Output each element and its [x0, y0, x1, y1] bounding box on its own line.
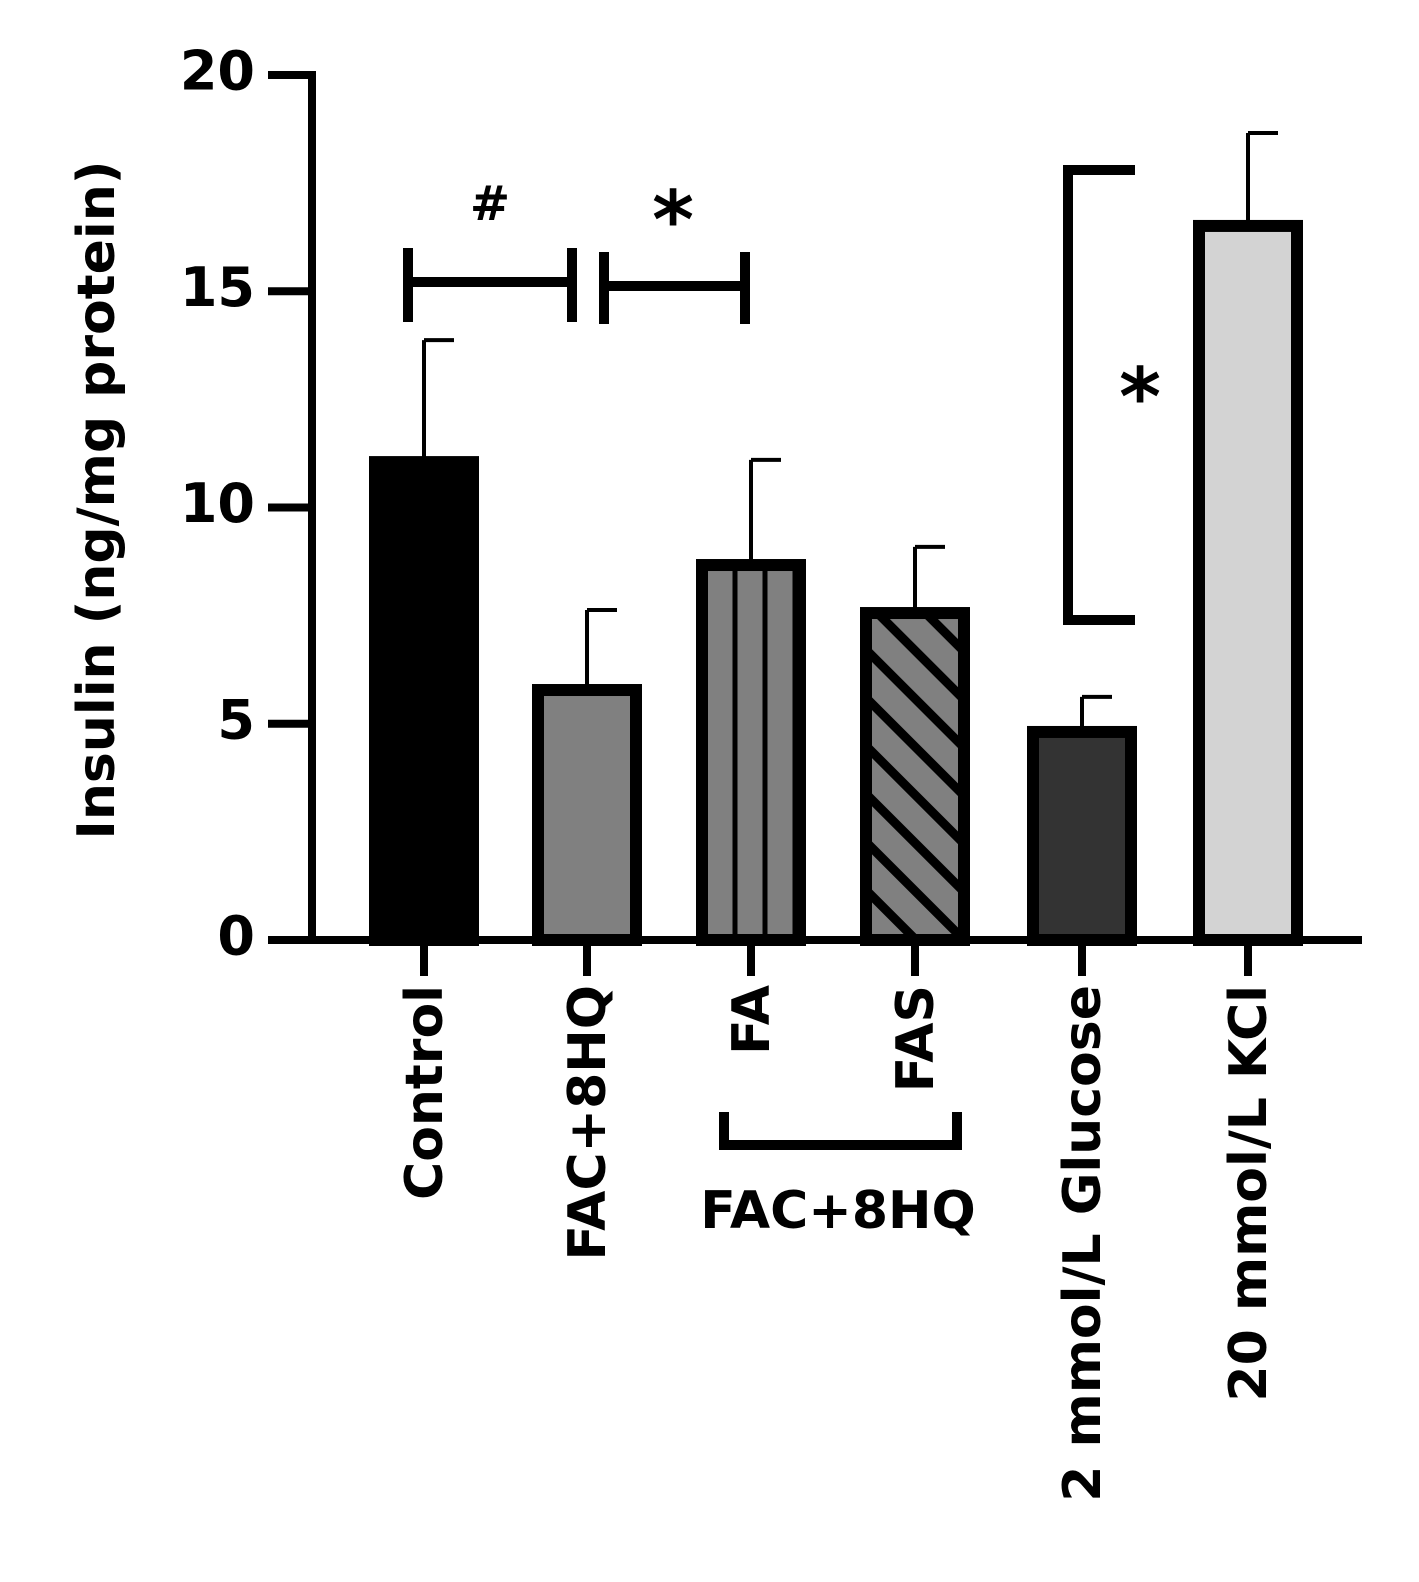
- x-tick-label: 20 mmol/L KCl: [1219, 985, 1279, 1402]
- y-axis-label: Insulin (ng/mg protein): [67, 161, 127, 840]
- bar: [696, 559, 806, 947]
- group-label: FAC+8HQ: [700, 1181, 975, 1241]
- bar: [860, 607, 970, 947]
- x-tick-label: 2 mmol/L Glucose: [1053, 985, 1113, 1502]
- y-tick-label: 5: [217, 688, 255, 751]
- y-tick-label: 15: [180, 256, 255, 319]
- y-tick-label: 0: [217, 905, 255, 968]
- bar: [369, 456, 479, 946]
- annotation: *: [1119, 351, 1161, 444]
- error-bar: [749, 457, 781, 566]
- bar: [1027, 725, 1137, 947]
- bracket: [403, 248, 577, 322]
- error-bar: [913, 544, 945, 614]
- error-bar: [422, 338, 454, 463]
- bar: [532, 684, 642, 947]
- y-tick-label: 10: [180, 472, 255, 535]
- x-tick-label: Control: [395, 985, 455, 1200]
- error-bar: [1246, 130, 1278, 226]
- bracket: [599, 252, 750, 324]
- error-bar: [585, 608, 617, 691]
- annotation: *: [652, 174, 694, 267]
- y-tick-label: 20: [180, 40, 255, 103]
- x-tick-label: FA: [722, 985, 782, 1055]
- x-tick-label: FAS: [886, 985, 946, 1092]
- x-tick-label: FAC+8HQ: [558, 985, 618, 1260]
- bar: [1193, 219, 1303, 946]
- significance-brackets: [403, 165, 1135, 1150]
- bracket: [1063, 165, 1135, 625]
- annotation: #: [470, 176, 510, 232]
- group-bracket: [719, 1112, 962, 1150]
